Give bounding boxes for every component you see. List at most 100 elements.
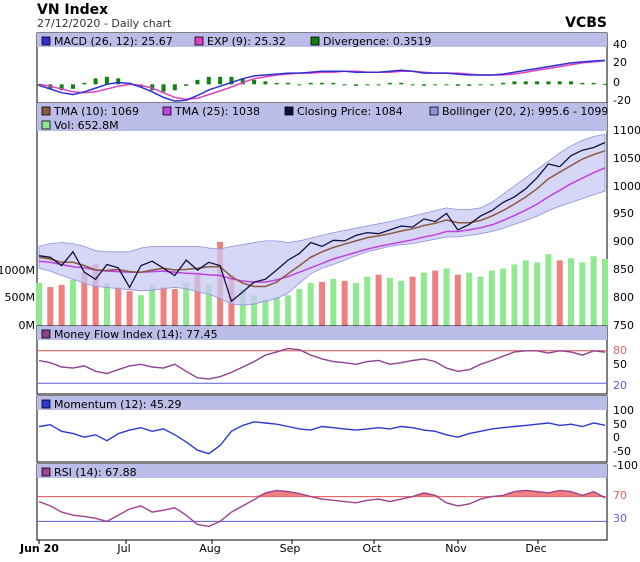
divergence-bar (195, 79, 200, 85)
volume-bar (443, 268, 450, 326)
divergence-bar (274, 82, 279, 85)
divergence-bar (104, 76, 109, 85)
volume-bar (296, 289, 303, 326)
y-tick-label: 40 (613, 38, 627, 51)
mfi-line (38, 347, 606, 380)
divergence-bar (70, 84, 75, 89)
legend-swatch (41, 36, 51, 46)
tma10-line (38, 150, 606, 288)
macd-panel: MACD (26, 12): 25.67 EXP (9): 25.32 Diverg… (36, 32, 631, 107)
macd-line (38, 59, 606, 102)
x-tick-label: Nov (445, 542, 467, 555)
volume-bar (251, 295, 258, 326)
divergence-bar (252, 79, 257, 85)
bollinger-band (38, 133, 606, 306)
legend-label: TMA (10): 1069 (53, 105, 139, 118)
volume-bar (386, 277, 393, 326)
macd-legend-band (37, 33, 607, 47)
chart-title: VN Index (37, 2, 108, 18)
y-tick-label: -50 (613, 445, 631, 458)
legend-label: Divergence: 0.3519 (323, 35, 431, 48)
y-tick-label: 0 (613, 431, 620, 444)
legend-label: Vol: 652.8M (54, 119, 119, 132)
y-tick-label: 1050 (613, 152, 640, 165)
divergence-bar (444, 84, 449, 86)
divergence-bar (240, 78, 245, 85)
divergence-bar (376, 84, 381, 86)
legend-swatch (41, 467, 51, 477)
volume-bar (103, 282, 110, 326)
volume-bar (307, 282, 314, 326)
legend-label: Bollinger (20, 2): 995.6 - 1099 (442, 105, 608, 118)
y-tick-label: 50 (613, 358, 627, 371)
x-tick-label: Jul (116, 542, 130, 555)
volume-bar (137, 295, 144, 326)
legend-swatch (194, 36, 204, 46)
volume-bar (522, 260, 529, 326)
volume-bar (352, 282, 359, 326)
y-tick-label: 100 (613, 404, 634, 417)
y-tick-label: 20 (613, 56, 627, 69)
divergence-bar (353, 84, 358, 86)
volume-bar (81, 272, 88, 326)
y-tick-label: -20 (613, 94, 631, 107)
divergence-bar (320, 82, 324, 85)
volume-bar (590, 256, 597, 326)
y-tick-label: 20 (613, 379, 627, 392)
legend-swatch (41, 120, 51, 130)
mfi-legend-band (37, 326, 607, 340)
divergence-bar (172, 84, 177, 91)
chart-subtitle: 27/12/2020 - Daily chart (37, 17, 172, 30)
divergence-bar (116, 78, 121, 85)
divergence-bar (557, 81, 562, 85)
legend-swatch (41, 329, 51, 339)
divergence-bar (263, 81, 268, 85)
volume-tick-label: 500M (5, 291, 36, 304)
divergence-bar (342, 84, 347, 86)
divergence-bar (297, 84, 302, 86)
volume-bar (115, 287, 122, 326)
volume-bar (273, 297, 280, 326)
legend-swatch (162, 106, 172, 116)
volume-bar (341, 280, 348, 326)
volume-bar (47, 287, 54, 326)
divergence-bar (501, 82, 506, 85)
volume-bar (58, 284, 65, 326)
legend-swatch (41, 106, 51, 116)
divergence-bar (229, 76, 234, 85)
momentum-legend-band (37, 396, 607, 410)
legend-label: Money Flow Index (14): 77.45 (54, 328, 218, 341)
divergence-bar (580, 82, 585, 85)
legend-label: MACD (26, 12): 25.67 (54, 35, 173, 48)
rsi-legend-band (37, 464, 607, 478)
divergence-bar (535, 81, 540, 85)
y-tick-label: 0 (613, 76, 620, 89)
divergence-bar (206, 76, 211, 85)
x-tick-label: Oct (362, 542, 382, 555)
volume-bar (183, 282, 190, 326)
volume-tick-label: 0M (19, 319, 36, 332)
y-tick-label: -100 (613, 459, 638, 472)
x-tick-label: Jun 20 (19, 542, 59, 555)
volume-bar (488, 270, 495, 326)
y-tick-label: 750 (613, 319, 634, 332)
overbought-fill (39, 490, 605, 497)
rsi-line (38, 489, 606, 528)
volume-bar (454, 274, 461, 326)
volume-bar (477, 276, 484, 326)
volume-bar (511, 264, 518, 326)
divergence-bar (603, 83, 607, 85)
divergence-bar (467, 84, 472, 86)
divergence-bar (591, 82, 596, 85)
vendor-label: VCBS (565, 15, 607, 31)
divergence-bar (523, 81, 528, 85)
volume-tick-label: 1000M (0, 264, 35, 277)
legend-label: EXP (9): 25.32 (207, 35, 286, 48)
divergence-bar (512, 81, 517, 85)
divergence-bar (331, 82, 336, 85)
volume-bar (171, 289, 178, 326)
legend-label: RSI (14): 67.88 (54, 466, 137, 479)
legend-swatch (310, 36, 320, 46)
volume-bar (534, 262, 541, 326)
